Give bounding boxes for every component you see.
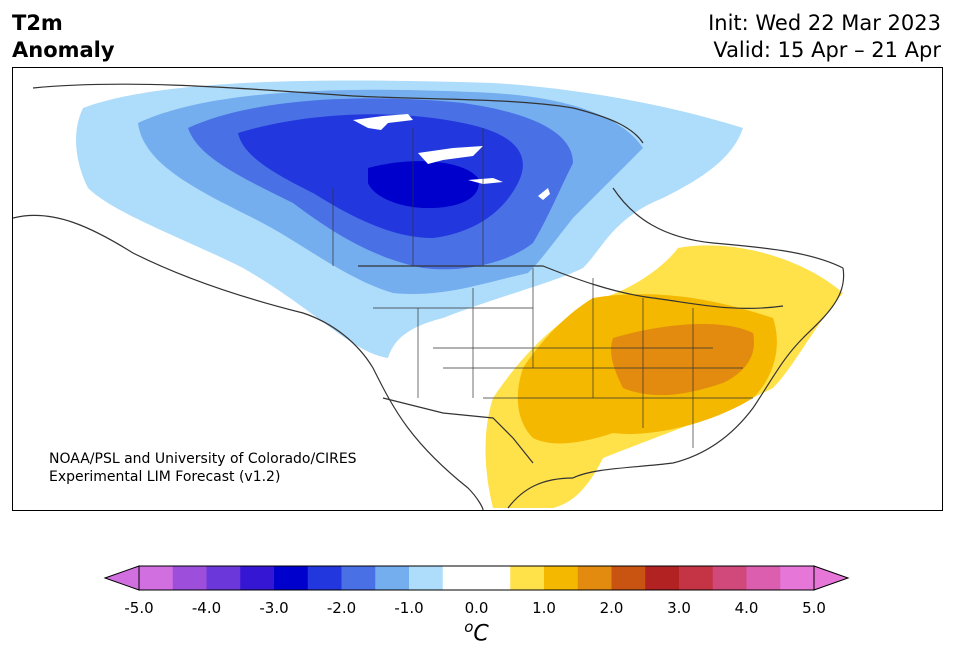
coastline-arctic bbox=[32, 83, 644, 144]
colorbar-tick-label: 5.0 bbox=[802, 599, 826, 617]
colorbar-outline bbox=[138, 565, 815, 591]
colorbar-tick-label: -4.0 bbox=[191, 599, 222, 617]
colorbar-segments bbox=[139, 566, 815, 590]
colorbar-swatch bbox=[476, 566, 511, 590]
state-borders bbox=[332, 128, 753, 448]
colorbar bbox=[103, 565, 850, 591]
colorbar-unit: oC bbox=[0, 618, 953, 646]
colorbar-swatch bbox=[510, 566, 545, 590]
colorbar-tick-label: 2.0 bbox=[599, 599, 624, 617]
colorbar-swatch bbox=[139, 566, 174, 590]
coastline-west bbox=[13, 214, 484, 510]
border-us-canada bbox=[358, 265, 784, 310]
valid-range: Valid: 15 Apr – 21 Apr bbox=[713, 38, 941, 62]
lake-winnipeg bbox=[538, 188, 550, 200]
unit-letter: C bbox=[473, 621, 489, 647]
colorbar-swatch bbox=[712, 566, 747, 590]
colorbar-tick-label: 4.0 bbox=[734, 599, 759, 617]
colorbar-tick-label: -2.0 bbox=[326, 599, 357, 617]
credit-text: NOAA/PSL and University of Colorado/CIRE… bbox=[49, 450, 357, 486]
colorbar-swatch bbox=[274, 566, 309, 590]
colorbar-swatch bbox=[240, 566, 275, 590]
title-right: Init: Wed 22 Mar 2023 Valid: 15 Apr – 21… bbox=[708, 10, 941, 64]
colorbar-tick-label: 0.0 bbox=[464, 599, 489, 617]
colorbar-swatch bbox=[544, 566, 579, 590]
colorbar-swatch bbox=[206, 566, 241, 590]
colorbar-tick-label: -1.0 bbox=[394, 599, 424, 617]
colorbar-swatch bbox=[645, 566, 680, 590]
credit-line2: Experimental LIM Forecast (v1.2) bbox=[49, 469, 281, 485]
coastline-hudson bbox=[612, 187, 844, 269]
colorbar-tick-label: 1.0 bbox=[532, 599, 556, 617]
colorbar-swatch bbox=[442, 566, 477, 590]
map-svg bbox=[13, 80, 845, 510]
unit-degree: o bbox=[464, 618, 474, 636]
lake-great-slave bbox=[418, 146, 483, 164]
coastline-east bbox=[572, 267, 845, 479]
colorbar-swatch bbox=[409, 566, 444, 590]
map-panel bbox=[12, 67, 943, 511]
colorbar-swatch bbox=[746, 566, 781, 590]
colorbar-swatch bbox=[375, 566, 410, 590]
colorbar-swatch bbox=[307, 566, 342, 590]
map-outlines bbox=[13, 83, 845, 510]
colorbar-tick-label: 3.0 bbox=[667, 599, 691, 617]
colorbar-swatch bbox=[577, 566, 612, 590]
colorbar-swatch bbox=[172, 566, 207, 590]
colorbar-max-extend bbox=[813, 565, 850, 591]
credit-line1: NOAA/PSL and University of Colorado/CIRE… bbox=[49, 451, 357, 467]
colorbar-min-extend bbox=[103, 565, 140, 591]
title-line2: Anomaly bbox=[12, 38, 115, 62]
border-us-mexico bbox=[382, 397, 534, 464]
colorbar-tick-label: -3.0 bbox=[259, 599, 289, 617]
title-left: T2m Anomaly bbox=[12, 10, 115, 64]
title-line1: T2m bbox=[12, 11, 63, 35]
colorbar-swatch bbox=[780, 566, 815, 590]
anomaly-darkest-blue bbox=[368, 161, 479, 208]
init-date: Init: Wed 22 Mar 2023 bbox=[708, 11, 941, 35]
coastline-gulf bbox=[507, 477, 574, 509]
anomaly-orange bbox=[611, 323, 754, 396]
colorbar-tick-label: -5.0 bbox=[124, 599, 154, 617]
colorbar-swatch bbox=[611, 566, 646, 590]
lake-great-bear bbox=[353, 114, 413, 130]
colorbar-swatch bbox=[679, 566, 714, 590]
colorbar-swatch bbox=[341, 566, 376, 590]
lake-athabasca bbox=[468, 178, 503, 184]
